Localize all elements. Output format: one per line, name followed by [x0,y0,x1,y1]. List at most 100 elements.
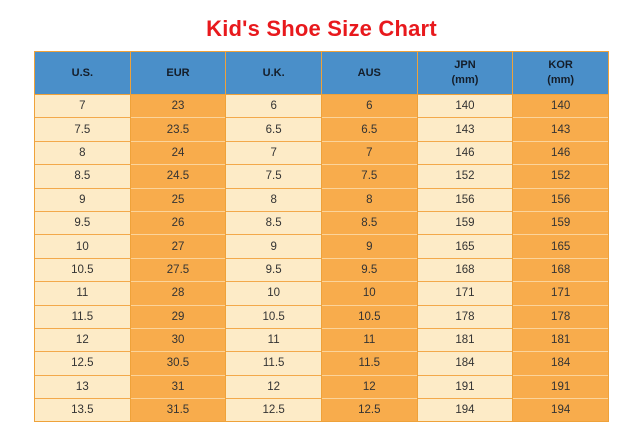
table-cell: 23.5 [129,117,227,142]
table-cell: 178 [416,304,514,329]
table-cell: 184 [512,351,609,376]
table-cell: 10.5 [225,304,322,329]
table-cell: 24.5 [129,164,227,189]
table-cell: 27.5 [129,257,227,282]
table-cell: 25 [129,187,227,212]
table-cell: 191 [512,374,609,399]
table-cell: 10 [320,281,418,306]
table-cell: 156 [512,187,609,212]
table-cell: 28 [129,281,227,306]
table-row: 7 23 6 6 140 140 [34,93,609,118]
table-cell: 6 [320,93,418,118]
table-cell: 140 [512,93,609,118]
table-cell: 6 [225,93,322,118]
table-cell: 152 [416,164,514,189]
table-cell: 30.5 [129,351,227,376]
table-cell: 165 [512,234,609,259]
table-cell: 7 [320,140,418,165]
table-cell: 12.5 [225,398,322,423]
table-cell: 7 [34,93,131,118]
table-cell: 8.5 [34,164,131,189]
table-cell: 9 [320,234,418,259]
table-cell: 168 [416,257,514,282]
table-cell: 10.5 [34,257,131,282]
table-cell: 12.5 [34,351,131,376]
table-cell: 11 [225,327,322,352]
table-cell: 12 [320,374,418,399]
table-cell: 26 [129,210,227,235]
column-header-sub: (mm) [451,74,479,86]
table-row: 13.5 31.5 12.5 12.5 194 194 [34,398,609,423]
table-cell: 23 [129,93,227,118]
table-row: 12 30 11 11 181 181 [34,327,609,352]
table-cell: 10 [225,281,322,306]
table-cell: 11.5 [225,351,322,376]
column-header-label: U.K. [262,66,285,79]
table-row: 10 27 9 9 165 165 [34,234,609,259]
table-cell: 194 [416,398,514,423]
table-body: 7 23 6 6 140 140 7.5 23.5 6.5 6.5 143 143 8 24 7 7 146 14… [34,93,609,423]
table-cell: 27 [129,234,227,259]
table-cell: 9.5 [225,257,322,282]
table-cell: 6.5 [225,117,322,142]
table-row: 9 25 8 8 156 156 [34,187,609,212]
column-header-jpn: JPN (mm) [416,51,514,95]
column-header-kor: KOR (mm) [512,51,609,95]
table-cell: 8 [34,140,131,165]
table-cell: 8 [320,187,418,212]
table-cell: 29 [129,304,227,329]
table-cell: 171 [512,281,609,306]
table-cell: 156 [416,187,514,212]
table-cell: 7.5 [225,164,322,189]
table-cell: 10.5 [320,304,418,329]
column-header-sub: (mm) [547,74,575,86]
table-cell: 140 [416,93,514,118]
page-title: Kid's Shoe Size Chart [206,16,437,41]
table-row: 8 24 7 7 146 146 [34,140,609,165]
table-cell: 143 [512,117,609,142]
table-cell: 31.5 [129,398,227,423]
table-cell: 13.5 [34,398,131,423]
column-header-aus: AUS [320,51,418,95]
table-cell: 7 [225,140,322,165]
table-cell: 13 [34,374,131,399]
column-header-label: U.S. [71,66,94,79]
table-row: 11.5 29 10.5 10.5 178 178 [34,304,609,329]
table-cell: 6.5 [320,117,418,142]
table-cell: 168 [512,257,609,282]
column-header-label: AUS [357,66,381,79]
table-cell: 8 [225,187,322,212]
table-cell: 194 [512,398,609,423]
table-cell: 181 [512,327,609,352]
table-header: U.S. EUR U.K. AUS JPN (mm) KOR (mm) [34,51,609,95]
table-cell: 10 [34,234,131,259]
table-cell: 9.5 [320,257,418,282]
header-row: U.S. EUR U.K. AUS JPN (mm) KOR (mm) [34,51,609,95]
table-cell: 8.5 [225,210,322,235]
table-row: 12.5 30.5 11.5 11.5 184 184 [34,351,609,376]
shoe-size-table: U.S. EUR U.K. AUS JPN (mm) KOR (mm) [34,51,609,423]
table-cell: 31 [129,374,227,399]
table-row: 8.5 24.5 7.5 7.5 152 152 [34,164,609,189]
table-cell: 9 [34,187,131,212]
table-cell: 184 [416,351,514,376]
table-cell: 9.5 [34,210,131,235]
table-cell: 11 [34,281,131,306]
column-header-label: KOR [548,59,573,72]
table-cell: 159 [512,210,609,235]
table-cell: 143 [416,117,514,142]
table-cell: 159 [416,210,514,235]
table-cell: 11.5 [320,351,418,376]
table-cell: 11 [320,327,418,352]
table-row: 9.5 26 8.5 8.5 159 159 [34,210,609,235]
table-cell: 165 [416,234,514,259]
table-cell: 12 [225,374,322,399]
table-cell: 24 [129,140,227,165]
table-cell: 12 [34,327,131,352]
table-cell: 171 [416,281,514,306]
column-header-label: JPN [454,59,476,72]
table-row: 7.5 23.5 6.5 6.5 143 143 [34,117,609,142]
column-header-uk: U.K. [225,51,322,95]
table-cell: 178 [512,304,609,329]
table-cell: 9 [225,234,322,259]
